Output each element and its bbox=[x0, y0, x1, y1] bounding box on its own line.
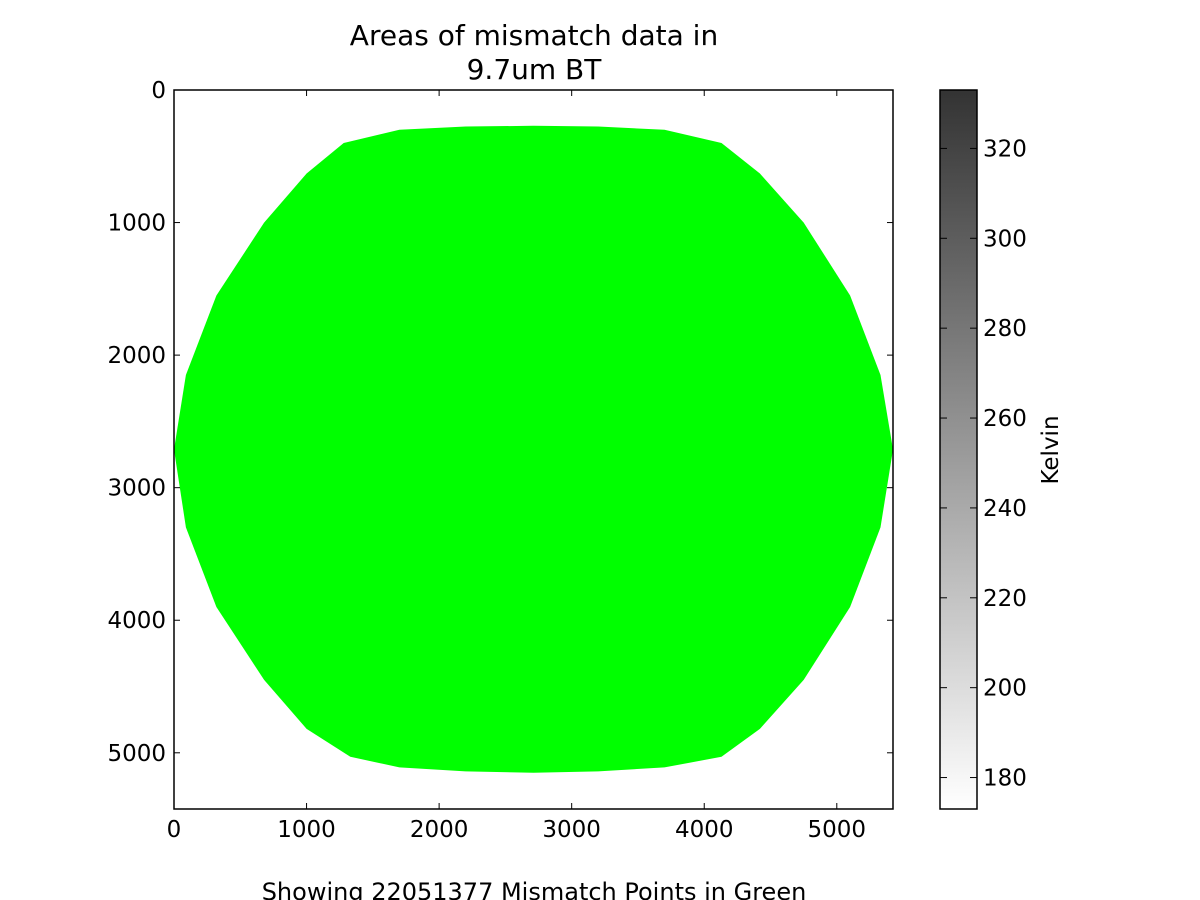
plot-area: 0 1000 2000 3000 4000 5000 0 1000 2000 3000 4000 5… bbox=[107, 78, 894, 843]
x-tick-label: 5000 bbox=[808, 817, 867, 843]
colorbar-tick-label: 260 bbox=[983, 406, 1027, 432]
colorbar-tick-label: 280 bbox=[983, 316, 1027, 342]
chart-title-line-2: 9.7um BT bbox=[467, 53, 603, 86]
x-tick-label: 4000 bbox=[675, 817, 734, 843]
colorbar-tick-label: 300 bbox=[983, 226, 1027, 252]
colorbar-tick-label: 200 bbox=[983, 676, 1027, 702]
colorbar: 180 200 220 240 260 280 300 320 Kelvin bbox=[939, 89, 1064, 810]
plot-frame bbox=[173, 89, 894, 810]
x-tick-label: 3000 bbox=[542, 817, 601, 843]
mismatch-region bbox=[174, 125, 893, 773]
colorbar-label: Kelvin bbox=[1038, 415, 1064, 484]
x-tick-label: 0 bbox=[167, 817, 182, 843]
colorbar-tick-label: 320 bbox=[983, 136, 1027, 162]
colorbar-tick-label: 240 bbox=[983, 496, 1027, 522]
x-axis-ticks: 0 1000 2000 3000 4000 5000 bbox=[167, 90, 866, 843]
colorbar-ticks: 180 200 220 240 260 280 300 320 bbox=[940, 136, 1027, 792]
y-tick-label: 4000 bbox=[107, 608, 166, 634]
y-axis-ticks: 0 1000 2000 3000 4000 5000 bbox=[107, 78, 893, 767]
x-tick-label: 2000 bbox=[410, 817, 469, 843]
colorbar-tick-label: 180 bbox=[983, 766, 1027, 792]
colorbar-gradient bbox=[939, 89, 978, 810]
y-tick-label: 5000 bbox=[107, 741, 166, 767]
x-tick-label: 1000 bbox=[277, 817, 336, 843]
y-tick-label: 3000 bbox=[107, 476, 166, 502]
chart-title-line-1: Areas of mismatch data in bbox=[350, 19, 718, 52]
y-tick-label: 0 bbox=[151, 78, 166, 104]
colorbar-tick-label: 220 bbox=[983, 586, 1027, 612]
x-axis-label: Showing 22051377 Mismatch Points in Gree… bbox=[262, 878, 807, 900]
y-tick-label: 1000 bbox=[107, 211, 166, 237]
y-tick-label: 2000 bbox=[107, 343, 166, 369]
